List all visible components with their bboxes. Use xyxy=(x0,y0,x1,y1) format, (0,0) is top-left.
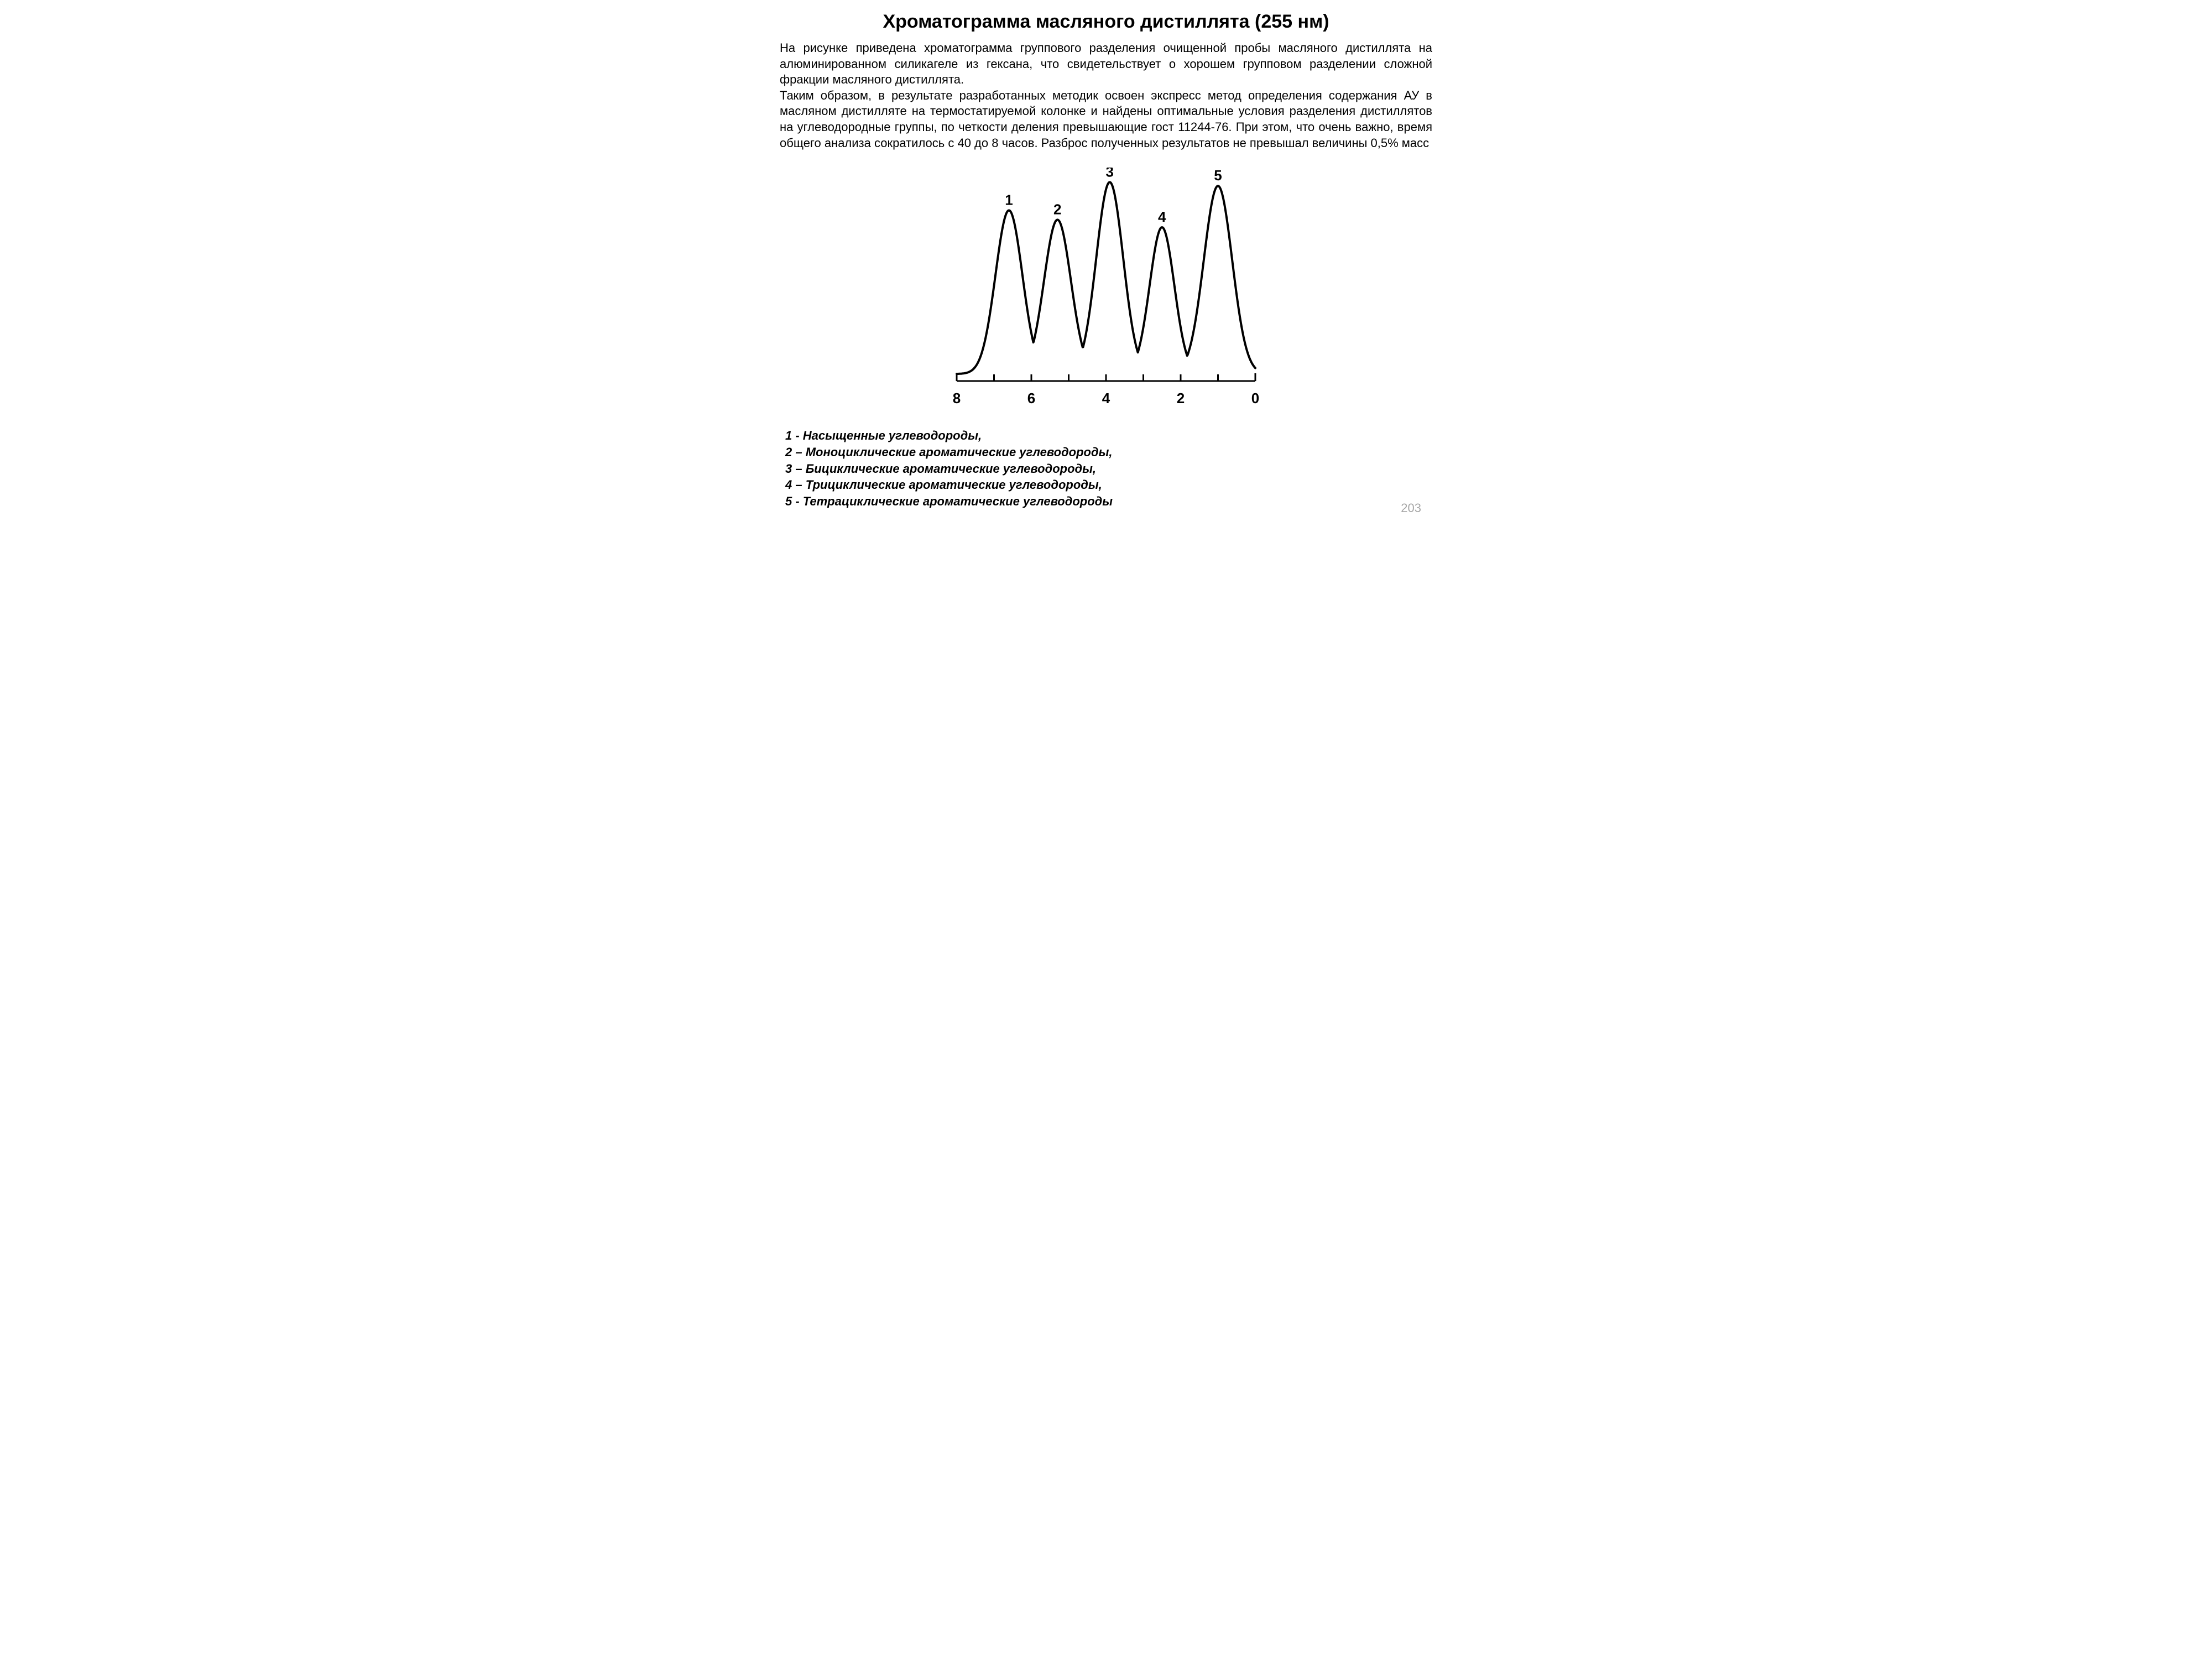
paragraph-1: На рисунке приведена хроматограмма групп… xyxy=(780,40,1432,88)
peak-label-4: 4 xyxy=(1158,208,1166,225)
peak-label-2: 2 xyxy=(1053,201,1061,218)
legend-item-4: 4 – Трициклические ароматические углевод… xyxy=(785,477,1432,493)
legend-item-5: 5 - Тетрациклические ароматические углев… xyxy=(785,493,1432,510)
legend-item-3: 3 – Бициклические ароматические углеводо… xyxy=(785,461,1432,477)
legend: 1 - Насыщенные углеводороды,2 – Моноцикл… xyxy=(780,427,1432,509)
peak-label-1: 1 xyxy=(1005,192,1013,208)
body-text: На рисунке приведена хроматограмма групп… xyxy=(780,40,1432,151)
x-tick-label: 4 xyxy=(1102,390,1110,406)
page-number: 203 xyxy=(1401,501,1421,515)
page-title: Хроматограмма масляного дистиллята (255 … xyxy=(780,11,1432,33)
chromatogram-chart: 8 6 4 2 0 5 4 3 2 1 xyxy=(940,168,1272,422)
x-tick-label: 0 xyxy=(1251,390,1259,406)
peak-label-5: 5 xyxy=(1214,168,1222,184)
paragraph-2: Таким образом, в результате разработанны… xyxy=(780,88,1432,151)
x-tick-label: 6 xyxy=(1027,390,1035,406)
chromatogram-trace xyxy=(957,182,1255,374)
peak-label-3: 3 xyxy=(1106,168,1114,180)
x-tick-label: 8 xyxy=(953,390,961,406)
legend-item-2: 2 – Моноциклические ароматические углево… xyxy=(785,444,1432,461)
x-tick-label: 2 xyxy=(1177,390,1185,406)
legend-item-1: 1 - Насыщенные углеводороды, xyxy=(785,427,1432,444)
